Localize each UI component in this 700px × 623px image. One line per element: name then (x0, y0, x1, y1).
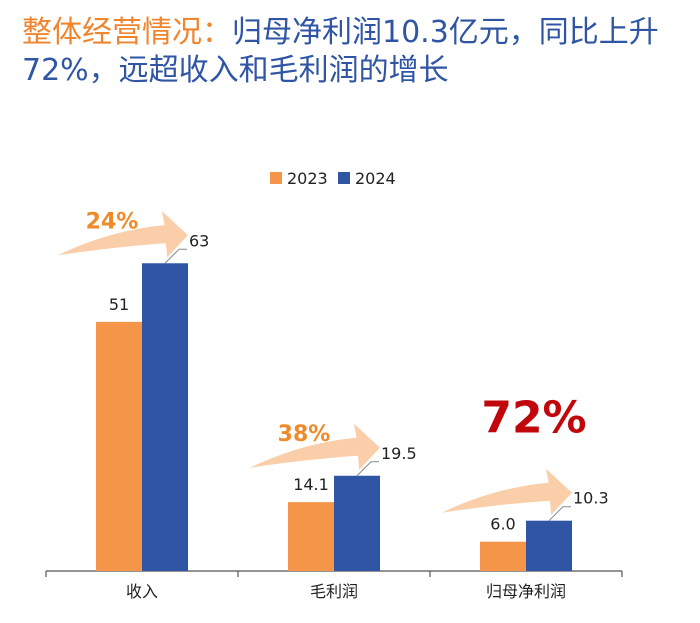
leader-line (548, 506, 571, 522)
title-rest: 归母净利润10.3亿元，同比上升72%，远超收入和毛利润的增长 (22, 15, 659, 88)
leader-line (356, 461, 379, 477)
data-label-2024: 10.3 (573, 489, 609, 508)
title-highlight: 整体经营情况： (22, 15, 232, 50)
growth-arrow (250, 423, 380, 470)
legend-label: 2023 (287, 169, 328, 188)
bar-2024 (142, 263, 188, 571)
legend-label: 2024 (355, 169, 396, 188)
growth-label-highlight: 72% (481, 393, 586, 444)
x-tick-label: 收入 (126, 582, 158, 601)
data-label-2023: 51 (109, 295, 129, 314)
leader-line (164, 248, 187, 264)
x-tick-label: 毛利润 (310, 582, 358, 601)
data-label-2024: 63 (189, 231, 209, 250)
growth-label: 24% (86, 209, 139, 234)
data-label-2023: 14.1 (293, 475, 329, 494)
page-title: 整体经营情况：归母净利润10.3亿元，同比上升72%，远超收入和毛利润的增长 (22, 14, 692, 90)
data-label-2023: 6.0 (490, 515, 515, 534)
data-label-2024: 19.5 (381, 444, 417, 463)
bar-2024 (526, 520, 572, 571)
growth-arrow (58, 211, 188, 258)
bar-2024 (334, 475, 380, 571)
legend-swatch (270, 172, 282, 184)
growth-arrow (442, 468, 572, 515)
growth-label: 38% (278, 422, 331, 447)
bar-2023 (96, 321, 142, 571)
bar-2023 (288, 502, 334, 571)
bar-2023 (480, 541, 526, 571)
x-tick-label: 归母净利润 (486, 582, 566, 601)
legend-swatch (338, 172, 350, 184)
